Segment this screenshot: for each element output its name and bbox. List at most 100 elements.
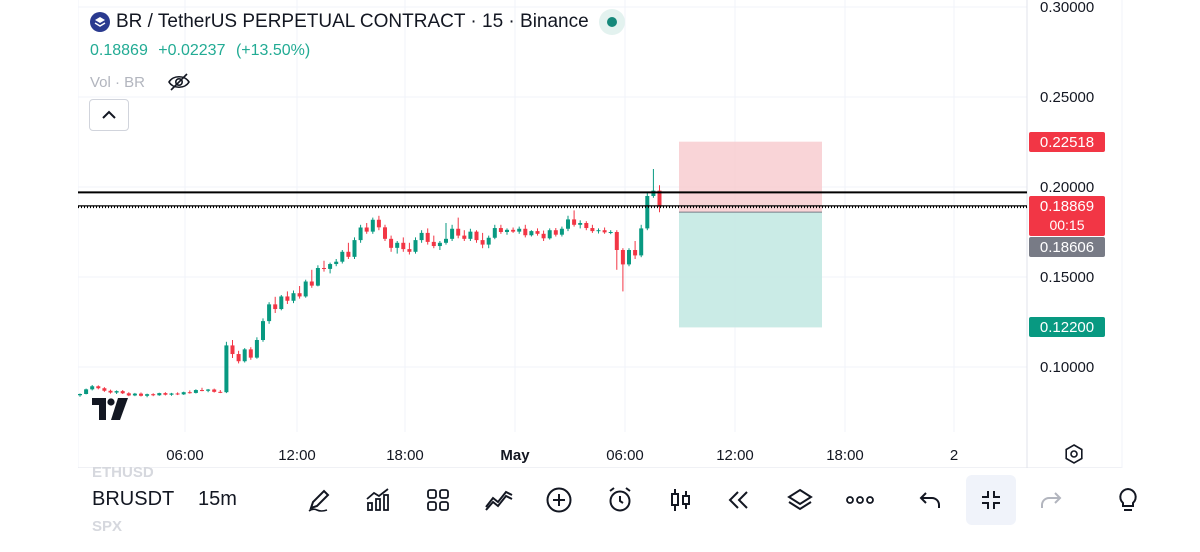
price-tick-label: 0.20000 <box>1040 179 1094 196</box>
candle <box>151 393 156 397</box>
candle-body <box>364 227 369 232</box>
candle-body <box>200 390 204 392</box>
alert-button[interactable] <box>600 480 640 520</box>
horizontal-lines[interactable] <box>78 191 1027 209</box>
candle-body <box>248 349 253 358</box>
candle-body <box>553 230 558 235</box>
candle-body <box>468 231 473 239</box>
candle <box>254 337 259 359</box>
layout-grid-icon <box>427 489 449 511</box>
symbol-legend: BR / TetherUS PERPETUAL CONTRACT · 15 · … <box>90 8 625 92</box>
undo-button[interactable] <box>910 480 950 520</box>
candle-body <box>492 228 497 238</box>
candle <box>535 228 540 236</box>
symbol-selector[interactable]: BRUSDT <box>92 488 175 510</box>
position-zones <box>679 141 822 328</box>
tradingview-logo <box>92 398 132 425</box>
candle <box>633 241 638 259</box>
candle <box>651 169 656 198</box>
candle-body <box>505 229 509 232</box>
compare-icon <box>485 490 513 511</box>
layers-button[interactable] <box>780 480 820 520</box>
pen-tool-button[interactable] <box>299 480 339 520</box>
candle <box>297 286 302 299</box>
candle <box>96 385 101 390</box>
interval-selector[interactable]: 15m <box>198 488 237 510</box>
redo-icon <box>1041 492 1062 508</box>
candle-body <box>206 389 211 391</box>
candle <box>572 210 577 227</box>
compare-button[interactable] <box>479 480 519 520</box>
candle-body <box>84 389 89 394</box>
candle <box>364 223 369 234</box>
candle-body <box>627 250 631 265</box>
candle-body <box>187 392 192 394</box>
stop-loss-zone <box>679 141 822 213</box>
candle <box>456 217 461 239</box>
indicators-button[interactable] <box>358 480 398 520</box>
candle-body <box>486 237 491 245</box>
candle-body <box>370 219 375 232</box>
chart-settings-icon[interactable] <box>1063 443 1085 470</box>
candle <box>383 224 387 241</box>
more-button[interactable] <box>840 480 880 520</box>
chart-type-button[interactable] <box>660 480 700 520</box>
fullscreen-exit-button[interactable] <box>966 475 1016 525</box>
ideas-button[interactable] <box>1108 480 1148 520</box>
candle <box>169 392 174 396</box>
candle-body <box>608 232 613 233</box>
time-tick-label: May <box>500 447 530 464</box>
add-button[interactable] <box>539 480 579 520</box>
candle <box>303 279 308 298</box>
candle <box>334 259 339 267</box>
candle <box>620 248 625 292</box>
replay-button[interactable] <box>719 480 759 520</box>
candle-body <box>90 386 95 390</box>
candle-body <box>450 228 455 239</box>
candle-body <box>169 393 174 395</box>
candle <box>657 185 662 213</box>
candle <box>517 226 522 234</box>
candle <box>145 393 150 398</box>
layout-grid-button[interactable] <box>418 480 458 520</box>
candle <box>315 265 320 287</box>
target-price-badge: 0.12200 <box>1029 317 1105 337</box>
candle <box>218 390 223 394</box>
candle <box>401 237 406 252</box>
hidden-eye-icon[interactable] <box>167 72 191 92</box>
candle <box>187 390 192 394</box>
redo-button[interactable] <box>1031 480 1071 520</box>
candle-body <box>395 242 400 248</box>
chevron-up-icon <box>102 110 116 119</box>
candle-body <box>193 390 198 393</box>
market-status-icon[interactable] <box>598 9 625 35</box>
candle-body <box>462 235 467 239</box>
candle <box>419 230 424 243</box>
candle <box>285 291 290 304</box>
candle-body <box>224 345 229 393</box>
candle-body <box>340 251 345 262</box>
candle <box>108 389 113 394</box>
candle-body <box>291 293 296 301</box>
candle <box>84 388 89 395</box>
candle-body <box>474 231 479 241</box>
candle <box>267 302 272 324</box>
candle-body <box>566 219 570 229</box>
price-tick-label: 0.30000 <box>1040 0 1094 16</box>
candle <box>431 235 436 249</box>
candle-body <box>242 349 247 362</box>
candle <box>505 228 509 235</box>
candle-body <box>309 281 314 286</box>
candle-body <box>535 231 540 234</box>
volume-label[interactable]: Vol · BR <box>90 73 146 91</box>
collapse-legend-button[interactable] <box>89 99 129 131</box>
last-price-value: 0.18869 <box>1039 198 1095 215</box>
candle <box>132 392 137 397</box>
candle-body <box>139 393 143 396</box>
symbol-title[interactable]: BR / TetherUS PERPETUAL CONTRACT · 15 · … <box>116 11 589 32</box>
left-margin <box>0 0 78 552</box>
candle-body <box>261 321 265 340</box>
candle <box>126 392 131 397</box>
candle <box>639 224 644 258</box>
